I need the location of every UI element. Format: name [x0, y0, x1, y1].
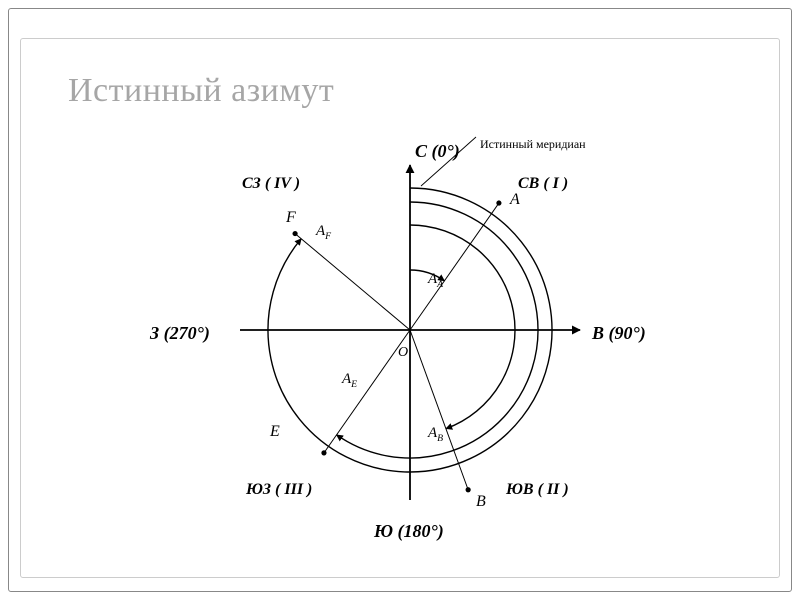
page-title: Истинный азимут — [68, 72, 334, 110]
label-north: С (0°) — [415, 142, 460, 160]
ray-dot-A — [496, 200, 501, 205]
label-origin: О — [398, 346, 408, 360]
ray-dot-E — [321, 450, 326, 455]
label-se: ЮВ ( II ) — [506, 482, 569, 498]
azimuth-diagram: С (0°) В (90°) Ю (180°) З (270°) СВ ( I ) ЮВ … — [140, 110, 680, 550]
label-AB: АB — [428, 426, 443, 444]
ray-A — [410, 203, 499, 330]
ray-dot-B — [466, 487, 471, 492]
label-F: F — [286, 210, 296, 226]
ray-F — [295, 234, 410, 330]
label-AE: АE — [342, 372, 357, 390]
label-nw: СЗ ( IV ) — [242, 176, 300, 192]
label-AA: АA — [428, 272, 443, 290]
label-sw: ЮЗ ( III ) — [246, 482, 312, 498]
label-B: B — [476, 494, 486, 510]
label-west: З (270°) — [150, 324, 210, 342]
label-A: A — [510, 192, 520, 208]
ray-dot-F — [292, 231, 297, 236]
label-east: В (90°) — [592, 324, 646, 342]
ray-B — [410, 330, 468, 490]
label-ne: СВ ( I ) — [518, 176, 568, 192]
label-AF: АF — [316, 224, 331, 242]
label-meridian: Истинный меридиан — [480, 138, 586, 150]
label-E: E — [270, 424, 280, 440]
label-south: Ю (180°) — [374, 522, 444, 540]
